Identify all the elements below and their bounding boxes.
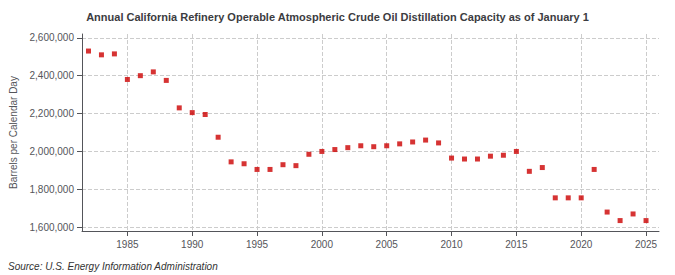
svg-text:2,200,000: 2,200,000 [30, 108, 75, 119]
svg-text:1995: 1995 [246, 239, 269, 250]
svg-text:2,400,000: 2,400,000 [30, 70, 75, 81]
svg-text:2010: 2010 [440, 239, 463, 250]
svg-text:1,600,000: 1,600,000 [30, 222, 75, 233]
svg-text:2005: 2005 [376, 239, 399, 250]
svg-text:1,800,000: 1,800,000 [30, 184, 75, 195]
svg-text:2,000,000: 2,000,000 [30, 146, 75, 157]
svg-text:Annual California Refinery Ope: Annual California Refinery Operable Atmo… [86, 11, 589, 23]
svg-text:2025: 2025 [635, 239, 658, 250]
svg-text:2020: 2020 [570, 239, 593, 250]
svg-text:2015: 2015 [505, 239, 528, 250]
svg-text:2000: 2000 [311, 239, 334, 250]
svg-text:Barrels per Calendar Day: Barrels per Calendar Day [8, 76, 19, 189]
svg-text:2,600,000: 2,600,000 [30, 32, 75, 43]
svg-text:1985: 1985 [116, 239, 139, 250]
svg-text:1990: 1990 [181, 239, 204, 250]
svg-text:Source: U.S. Energy Informatio: Source: U.S. Energy Information Administ… [8, 261, 218, 272]
